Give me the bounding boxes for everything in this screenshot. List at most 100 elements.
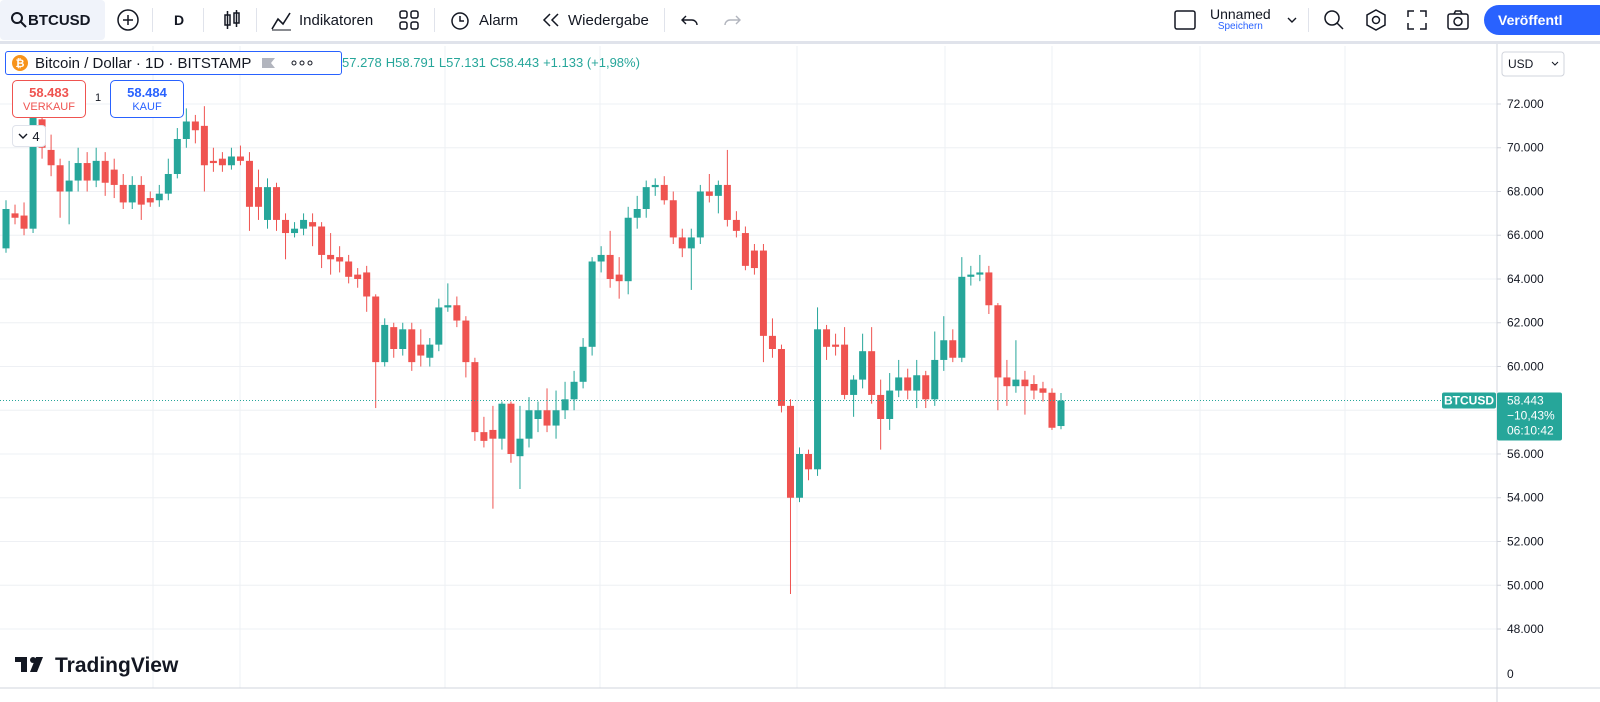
candle-body (850, 379, 858, 395)
candle-body (759, 250, 767, 336)
ohlc-values: 57.278 H58.791 L57.131 C58.443 +1.133 (+1,98… (342, 55, 644, 70)
buy-button[interactable]: 58.484 KAUF (110, 80, 184, 118)
replay-button[interactable]: Wiedergabe (541, 0, 649, 40)
indicators-icon (271, 12, 291, 31)
indicators-button[interactable]: Indikatoren (270, 0, 373, 40)
interval: D (174, 12, 185, 28)
camera-icon (1447, 10, 1469, 30)
candle-body (931, 359, 939, 400)
snapshot-button[interactable] (1446, 0, 1470, 40)
candle-body (291, 228, 299, 234)
candle-body (534, 410, 542, 419)
redo-button[interactable] (722, 0, 742, 40)
candle-body (119, 184, 127, 203)
candle-body (985, 272, 993, 306)
spread: 1 (95, 92, 102, 104)
sell-price: 58.483 (29, 85, 69, 100)
candle-body (786, 405, 794, 498)
candle-body (390, 327, 398, 349)
fullscreen-button[interactable] (1406, 0, 1428, 40)
candle-body (227, 156, 235, 166)
undo-button[interactable] (680, 0, 700, 40)
candle-body (732, 219, 740, 231)
y-tick-label: 56.000 (1507, 447, 1544, 461)
buy-price: 58.484 (127, 85, 167, 100)
chart-style-button[interactable] (222, 0, 242, 40)
candle-body (624, 217, 632, 282)
currency-label: USD (1508, 57, 1534, 71)
candle-body (823, 329, 831, 347)
layout-menu[interactable] (1286, 0, 1298, 40)
logo-icon (15, 657, 43, 672)
high-value: H58.791 (385, 55, 435, 70)
separator (152, 8, 153, 32)
candle-body (723, 184, 731, 220)
candle-body (435, 307, 443, 345)
redo-icon (724, 15, 741, 26)
templates-button[interactable] (398, 0, 420, 40)
candle-body (805, 453, 813, 470)
y-tick-label: 50.000 (1507, 578, 1544, 592)
layout-icon (1174, 10, 1196, 30)
candle-body (236, 156, 244, 161)
search-icon (11, 12, 27, 28)
candle-body (796, 453, 804, 498)
candles (0, 97, 1497, 595)
candle-body (182, 121, 190, 139)
symbol-search[interactable]: BTCUSD (0, 0, 105, 40)
price-label: BTCUSD 58.443−10,43%06:10:42 (1442, 392, 1562, 441)
currency-select[interactable] (1501, 51, 1565, 77)
candle-body (642, 187, 650, 209)
candle-body (74, 163, 82, 181)
candle-body (768, 335, 776, 349)
separator (1308, 8, 1309, 32)
candle-body (318, 226, 326, 255)
quick-search-button[interactable] (1322, 0, 1346, 40)
candle-body (110, 169, 118, 185)
symbol-legend[interactable]: ₿ Bitcoin / Dollar · 1D · BITSTAMP (5, 51, 342, 75)
candle-body (705, 191, 713, 196)
candle-body (372, 296, 380, 363)
indicator-count: 4 (32, 128, 40, 144)
candle-body (669, 200, 677, 238)
candle-body (832, 344, 840, 347)
candle-body (895, 377, 903, 391)
candle-body (507, 403, 515, 454)
low-value: L57.131 (438, 55, 486, 70)
candle-body (336, 257, 344, 262)
change-value: +1.133 (+1,98%) (543, 55, 640, 70)
candle-body (480, 432, 488, 441)
alert-button[interactable]: Alarm (449, 0, 518, 40)
add-symbol-button[interactable] (116, 0, 140, 40)
candle-body (967, 274, 975, 277)
candle-body (462, 320, 470, 363)
candle-body (516, 438, 524, 457)
candle-body (741, 233, 749, 266)
candle-body (2, 208, 10, 249)
collapse-indicators[interactable]: 4 (12, 125, 46, 147)
y-tick-label: 64.000 (1507, 272, 1544, 286)
close-value: C58.443 (489, 55, 540, 70)
candle-body (1003, 377, 1011, 387)
candle-body (922, 375, 930, 400)
open-value: 57.278 (342, 55, 382, 70)
publish-button[interactable]: Veröffentl (1484, 5, 1600, 35)
candle-body (408, 329, 416, 363)
settings-button[interactable] (1364, 0, 1388, 40)
replay-label: Wiedergabe (568, 11, 649, 29)
layout-save[interactable]: Unnamed Speichern (1210, 0, 1271, 40)
candle-body (345, 261, 353, 277)
candle-body (976, 272, 984, 275)
candle-body (877, 394, 885, 419)
candle-body (11, 213, 19, 218)
flag-icon (262, 58, 276, 68)
layout-checkbox[interactable] (1173, 0, 1197, 40)
candle-body (309, 222, 317, 227)
candle-body (83, 163, 91, 181)
candle-body (552, 410, 560, 426)
top-toolbar: BTCUSD D Indikatoren Alarm Wiedergabe Un… (0, 0, 1600, 44)
candle-body (200, 125, 208, 166)
y-tick-label: 68.000 (1507, 184, 1544, 198)
sell-button[interactable]: 58.483 VERKAUF (12, 80, 86, 118)
interval-button[interactable]: D (174, 0, 184, 40)
